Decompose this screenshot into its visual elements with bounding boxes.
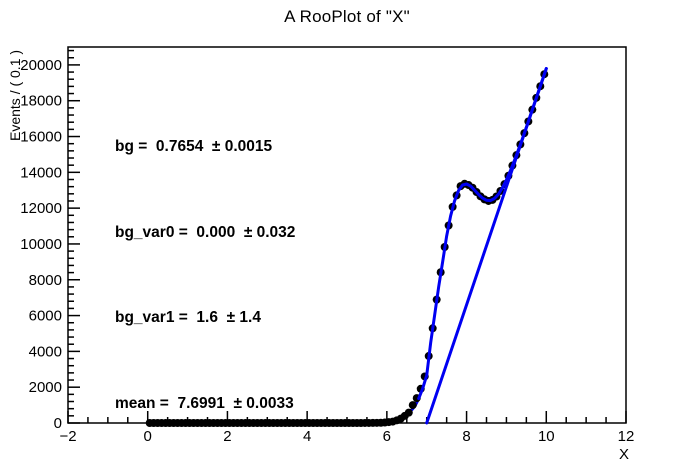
fit-parameters-box: bg = 0.7654 ± 0.0015 bg_var0 = 0.000 ± 0… — [115, 76, 298, 472]
y-axis-tick-label: 18000 — [20, 93, 62, 110]
fit-param-line-bg: bg = 0.7654 ± 0.0015 — [115, 138, 273, 155]
fit-param-line-bg-var1: bg_var1 = 1.6 ± 1.4 — [115, 309, 261, 326]
y-axis-tick-label: 0 — [54, 415, 62, 432]
x-axis-tick-label: 10 — [538, 428, 555, 445]
fit-param-line-bg-var0: bg_var0 = 0.000 ± 0.032 — [115, 223, 296, 241]
y-axis-tick-label: 20000 — [20, 57, 62, 74]
y-axis-tick-label: 16000 — [20, 129, 62, 146]
x-axis-tick-label: 12 — [618, 428, 635, 445]
y-axis-tick-label: 8000 — [29, 272, 62, 289]
y-axis-tick-label: 6000 — [29, 308, 62, 325]
x-axis-tick-label: 4 — [303, 428, 311, 445]
x-axis-tick-label: −2 — [59, 428, 76, 445]
y-axis-tick-label: 4000 — [29, 343, 62, 360]
y-axis-tick-label: 2000 — [29, 379, 62, 396]
x-axis-tick-label: 0 — [144, 428, 152, 445]
x-axis-tick-label: 8 — [462, 428, 470, 445]
plot-title: A RooPlot of "X" — [284, 7, 410, 26]
y-axis-title: Events / ( 0.1 ) — [7, 49, 23, 141]
y-axis-tick-label: 12000 — [20, 200, 62, 217]
data-point-marker — [404, 408, 413, 417]
fit-param-line-mean: mean = 7.6991 ± 0.0033 — [115, 394, 294, 412]
x-axis-tick-label: 6 — [383, 428, 391, 445]
x-axis-title: X — [618, 446, 629, 463]
background-component-line-path — [425, 67, 548, 425]
data-point-marker — [408, 401, 417, 410]
x-axis-tick-label: 2 — [223, 428, 231, 445]
y-axis-tick-label: 10000 — [20, 236, 62, 253]
y-axis-tick-label: 14000 — [20, 164, 62, 181]
